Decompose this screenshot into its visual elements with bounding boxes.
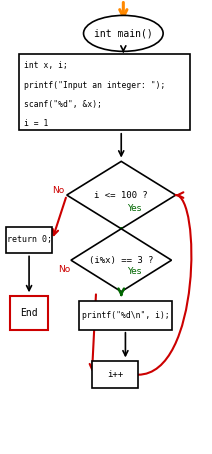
Text: printf("Input an integer: ");: printf("Input an integer: "); <box>24 81 165 89</box>
Text: int main(): int main() <box>94 29 153 39</box>
Text: int x, i;: int x, i; <box>24 61 68 70</box>
Text: scanf("%d", &x);: scanf("%d", &x); <box>24 100 102 109</box>
Text: Yes: Yes <box>127 204 142 213</box>
Polygon shape <box>67 161 176 229</box>
Polygon shape <box>71 229 172 291</box>
Text: i++: i++ <box>107 370 123 379</box>
FancyBboxPatch shape <box>19 54 190 130</box>
Text: Yes: Yes <box>127 267 142 276</box>
Text: return 0;: return 0; <box>7 236 52 244</box>
Text: (i%x) == 3 ?: (i%x) == 3 ? <box>89 256 153 265</box>
FancyBboxPatch shape <box>6 227 52 253</box>
FancyBboxPatch shape <box>92 361 138 388</box>
FancyBboxPatch shape <box>79 301 172 330</box>
Text: End: End <box>20 308 38 318</box>
FancyBboxPatch shape <box>10 296 48 330</box>
Text: printf("%d\n", i);: printf("%d\n", i); <box>82 311 169 320</box>
Text: No: No <box>52 186 65 195</box>
Ellipse shape <box>84 15 163 51</box>
Text: i = 1: i = 1 <box>24 119 48 128</box>
Text: No: No <box>58 265 70 274</box>
Text: i <= 100 ?: i <= 100 ? <box>94 191 148 200</box>
